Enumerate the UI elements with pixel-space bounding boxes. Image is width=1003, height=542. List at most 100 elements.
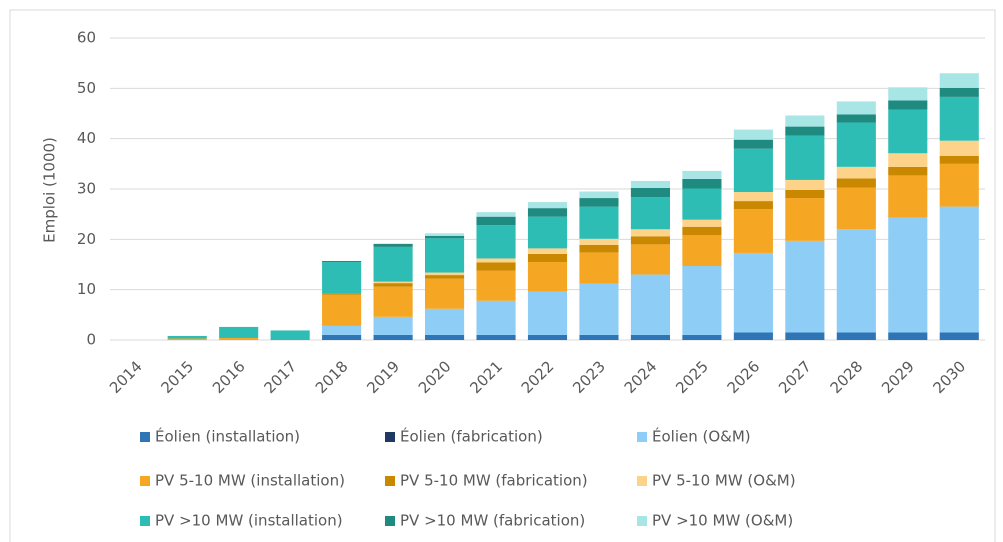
x-tick-label: 2022: [518, 357, 558, 397]
bar-segment: [270, 330, 310, 340]
legend-swatch: [637, 432, 647, 442]
legend-label: PV >10 MW (installation): [155, 512, 343, 530]
bar-segment: [322, 261, 362, 294]
bar-segment: [939, 140, 979, 156]
bar-segment: [836, 114, 876, 123]
bar-segment: [425, 334, 465, 340]
x-tick-label: 2018: [312, 357, 352, 397]
legend-swatch: [385, 476, 395, 486]
y-tick-label: 60: [77, 29, 96, 47]
bar-segment: [425, 278, 465, 309]
bar-segment: [836, 332, 876, 340]
bar-segment: [527, 261, 568, 292]
x-tick-label: 2015: [157, 357, 197, 397]
y-tick-label: 10: [77, 280, 96, 298]
bar-segment: [836, 166, 876, 179]
bar-segment: [939, 163, 979, 207]
bar-segment: [579, 283, 619, 335]
bar-segment: [888, 166, 928, 176]
x-tick-label: 2014: [106, 357, 146, 397]
y-tick-label: 20: [77, 230, 96, 248]
x-tick-label: 2024: [621, 357, 661, 397]
bar-segment: [630, 244, 670, 275]
bar-segment: [630, 274, 670, 335]
bar-segment: [373, 246, 413, 282]
legend-label: PV 5-10 MW (O&M): [652, 472, 796, 490]
bar-segment: [682, 226, 722, 236]
bar-segment: [322, 260, 362, 262]
bar-segment: [733, 201, 773, 210]
x-tick-label: 2019: [363, 357, 403, 397]
bar-segment: [733, 192, 773, 202]
bar-segment: [682, 188, 722, 220]
bar-segment: [425, 233, 465, 236]
bar-segment: [425, 235, 465, 239]
bar-segment: [219, 326, 259, 338]
bar-segment: [836, 178, 876, 188]
bar-segment: [785, 135, 825, 180]
y-axis-title: Emploi (1000): [41, 137, 59, 243]
bar-segment: [579, 244, 619, 253]
bar-segment: [167, 338, 207, 340]
x-tick-label: 2016: [209, 357, 249, 397]
bar-segment: [579, 334, 619, 340]
bar-segment: [939, 87, 979, 97]
bar-segment: [373, 334, 413, 340]
bar-segment: [785, 240, 825, 333]
legend-swatch: [140, 432, 150, 442]
bar-segment: [373, 283, 413, 287]
bar-segment: [888, 175, 928, 218]
x-tick-label: 2021: [466, 357, 506, 397]
y-tick-label: 50: [77, 79, 96, 97]
chart-border: [9, 9, 996, 542]
legend-label: Éolien (fabrication): [400, 427, 543, 446]
bar-segment: [733, 139, 773, 149]
bar-segment: [939, 206, 979, 333]
y-tick-label: 40: [77, 129, 96, 147]
y-tick-label: 30: [77, 180, 96, 198]
bar-segment: [476, 270, 516, 301]
bar-segment: [939, 73, 979, 88]
bar-segment: [888, 87, 928, 101]
bar-segment: [322, 294, 362, 326]
bar-segment: [888, 153, 928, 167]
bar-segment: [527, 291, 568, 335]
bar-segment: [939, 155, 979, 164]
bar-segment: [373, 243, 413, 247]
bar-segment: [476, 334, 516, 340]
bar-segment: [476, 212, 516, 217]
bar-segment: [630, 236, 670, 245]
bar-segment: [888, 332, 928, 340]
x-tick-label: 2027: [775, 357, 815, 397]
bar-segment: [527, 253, 568, 262]
legend-swatch: [140, 516, 150, 526]
bar-segment: [373, 286, 413, 317]
x-tick-label: 2025: [672, 357, 712, 397]
bar-segment: [322, 325, 362, 335]
bar-segment: [682, 178, 722, 189]
legend-swatch: [140, 476, 150, 486]
bar-segment: [939, 96, 979, 141]
bar-segment: [579, 252, 619, 284]
bar-segment: [733, 209, 773, 253]
bar-segment: [167, 335, 207, 339]
bar-segment: [682, 334, 722, 340]
bar-segment: [527, 334, 568, 340]
bar-segment: [579, 191, 619, 199]
bar-segment: [476, 258, 516, 263]
bar-segment: [527, 248, 568, 254]
bar-segment: [425, 308, 465, 335]
bar-segment: [476, 262, 516, 271]
bar-segment: [785, 179, 825, 191]
bar-segment: [785, 190, 825, 199]
bar-segment: [527, 216, 568, 249]
bar-segment: [527, 202, 568, 209]
x-tick-label: 2028: [827, 357, 867, 397]
legend-label: Éolien (installation): [155, 427, 300, 446]
bar-segment: [939, 332, 979, 340]
bar-segment: [682, 266, 722, 335]
bar-segment: [425, 275, 465, 279]
bar-segment: [579, 198, 619, 207]
bar-segment: [682, 170, 722, 179]
